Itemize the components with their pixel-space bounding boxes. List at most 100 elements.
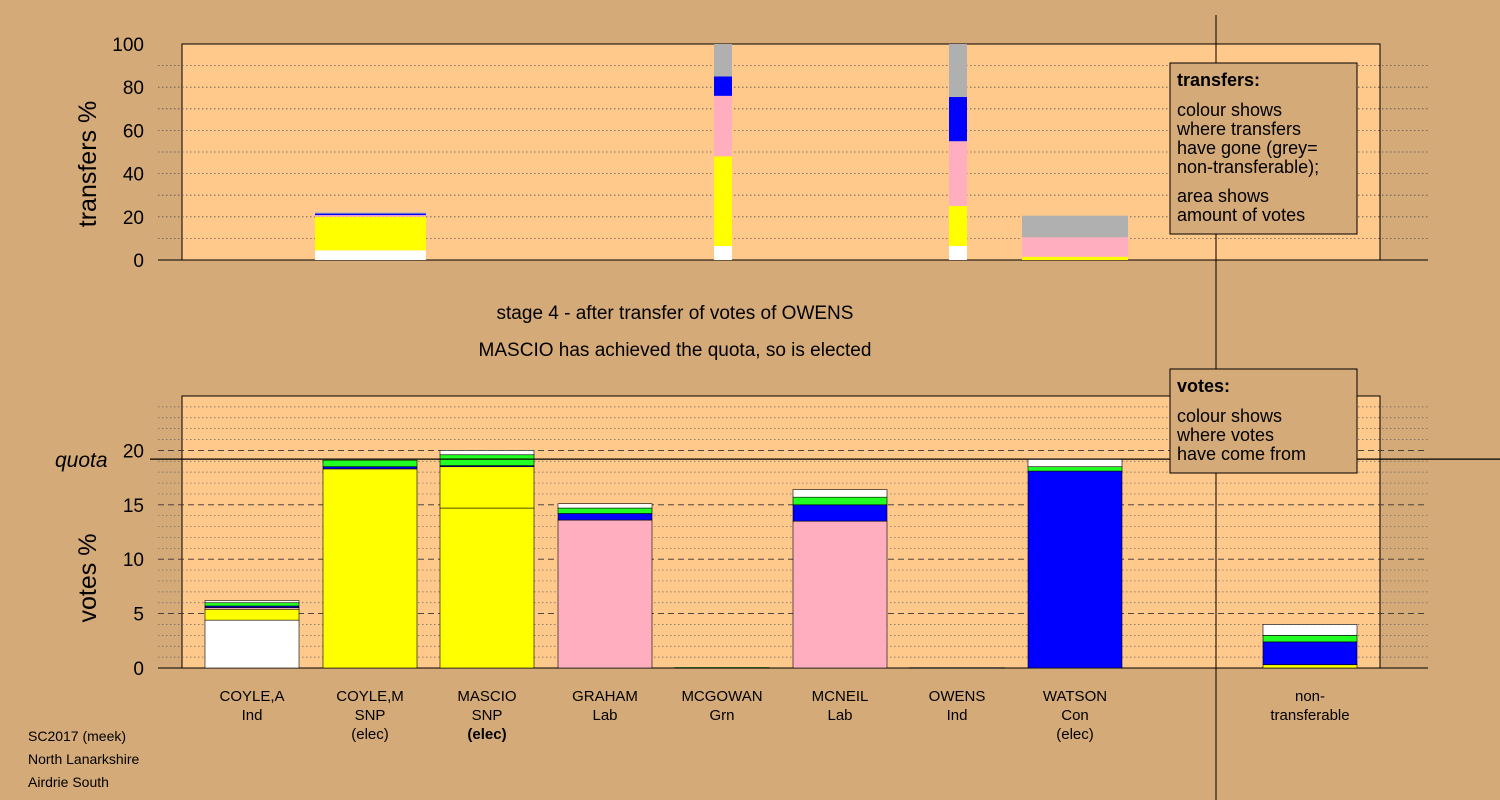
vote-segment: [204, 602, 300, 607]
vote-segment: [1027, 466, 1123, 472]
transfer-segment: [714, 76, 732, 96]
candidate-label: MCNEIL: [812, 688, 869, 705]
vote-segment: [204, 608, 300, 621]
transfers-y-axis-title: transfers %: [74, 101, 102, 227]
candidate-labels: COYLE,A Ind COYLE,M SNP (elec) MASCIO SNP (elec…: [219, 688, 1349, 743]
transfer-segment: [315, 216, 426, 251]
candidate-label: COYLE,A: [219, 688, 284, 705]
transfer-segment: [1022, 215, 1128, 238]
quota-label: quota: [55, 449, 108, 472]
vote-segment: [204, 600, 300, 604]
votes-y-axis-title: votes %: [74, 534, 102, 623]
candidate-label: transferable: [1270, 707, 1349, 724]
candidate-label: SNP: [472, 707, 503, 724]
candidate-label: COYLE,M: [336, 688, 404, 705]
candidate-label: (elec): [467, 726, 506, 743]
votes-legend-box: votes: colour shows where votes have com…: [1169, 368, 1358, 474]
candidate-label: OWENS: [929, 688, 986, 705]
votes-legend-title: votes:: [1177, 376, 1230, 396]
transfers-legend-title: transfers:: [1177, 70, 1260, 90]
vote-segment: [674, 667, 770, 669]
transfer-segment: [714, 44, 732, 77]
candidate-label: MCGOWAN: [681, 688, 762, 705]
candidate-label: Ind: [242, 707, 263, 724]
transfers-bars: [315, 44, 1128, 260]
y-tick-label: 60: [123, 121, 144, 142]
candidate-label: SNP: [355, 707, 386, 724]
vote-segment: [322, 459, 418, 468]
vote-segment: [322, 468, 418, 669]
vote-segment: [557, 519, 653, 669]
transfer-segment: [1022, 237, 1128, 257]
vote-segment: [1262, 624, 1358, 636]
vote-segment: [792, 489, 888, 498]
transfers-y-ticks: 0 20 40 60 80 100: [112, 35, 144, 272]
vote-segment: [204, 619, 300, 669]
vote-segment: [1262, 641, 1358, 666]
vote-segment: [439, 507, 535, 669]
transfers-legend-line: colour shows: [1177, 100, 1282, 120]
transfer-segment: [714, 156, 732, 246]
vote-segment: [439, 450, 535, 456]
y-tick-label: 20: [123, 208, 144, 229]
vote-segment: [439, 454, 535, 466]
transfer-segment: [949, 44, 967, 97]
candidate-label: MASCIO: [457, 688, 516, 705]
transfer-segment: [949, 245, 967, 260]
stage-description: stage 4 - after transfer of votes of OWE…: [497, 303, 854, 324]
vote-segment: [1027, 470, 1123, 669]
candidate-label: non-: [1295, 688, 1325, 705]
y-tick-label: 5: [133, 605, 144, 626]
transfer-segment: [315, 250, 426, 260]
transfer-segment: [714, 245, 732, 260]
transfer-segment: [714, 95, 732, 157]
transfer-segment: [315, 215, 426, 217]
y-tick-label: 0: [133, 251, 144, 272]
transfer-segment: [315, 213, 426, 216]
transfers-legend-line: area shows: [1177, 186, 1269, 206]
votes-legend-line: have come from: [1177, 444, 1306, 464]
footer-ward: Airdrie South: [28, 774, 109, 790]
candidate-label: (elec): [351, 726, 389, 743]
transfer-segment: [315, 212, 426, 214]
transfers-legend-line: where transfers: [1176, 119, 1301, 139]
vote-segment: [322, 466, 418, 470]
candidate-label: Ind: [947, 707, 968, 724]
footer-election: SC2017 (meek): [28, 728, 126, 744]
y-tick-label: 100: [112, 35, 144, 56]
vote-segment: [1262, 635, 1358, 643]
election-status: MASCIO has achieved the quota, so is ele…: [479, 340, 872, 361]
vote-segment: [1027, 458, 1123, 468]
vote-segment: [792, 496, 888, 506]
y-tick-label: 80: [123, 78, 144, 99]
y-tick-label: 40: [123, 165, 144, 186]
y-tick-label: 15: [123, 496, 144, 517]
transfers-legend-line: amount of votes: [1177, 205, 1305, 225]
vote-segment: [792, 520, 888, 669]
candidate-label: Lab: [827, 707, 852, 724]
transfer-segment: [949, 141, 967, 206]
transfers-legend-line: have gone (grey=: [1177, 138, 1318, 158]
candidate-label: Con: [1061, 707, 1089, 724]
vote-segment: [439, 466, 535, 509]
y-tick-label: 0: [133, 659, 144, 680]
transfer-segment: [949, 206, 967, 246]
candidate-label: Lab: [592, 707, 617, 724]
candidate-label: Grn: [709, 707, 734, 724]
y-tick-label: 20: [123, 441, 144, 462]
vote-segment: [557, 513, 653, 521]
transfer-segment: [1022, 256, 1128, 260]
vote-segment: [557, 503, 653, 509]
votes-bars: [204, 450, 1358, 669]
transfers-legend-line: non-transferable);: [1177, 157, 1319, 177]
footer-council: North Lanarkshire: [28, 751, 139, 767]
vote-segment: [1262, 664, 1358, 669]
y-tick-label: 10: [123, 550, 144, 571]
votes-y-ticks: 0 5 10 15 20: [123, 441, 144, 680]
transfers-legend-box: transfers: colour shows where transfers …: [1169, 62, 1358, 235]
vote-segment: [792, 504, 888, 522]
candidate-label: WATSON: [1043, 688, 1107, 705]
votes-legend-line: colour shows: [1177, 406, 1282, 426]
transfer-segment: [949, 96, 967, 142]
